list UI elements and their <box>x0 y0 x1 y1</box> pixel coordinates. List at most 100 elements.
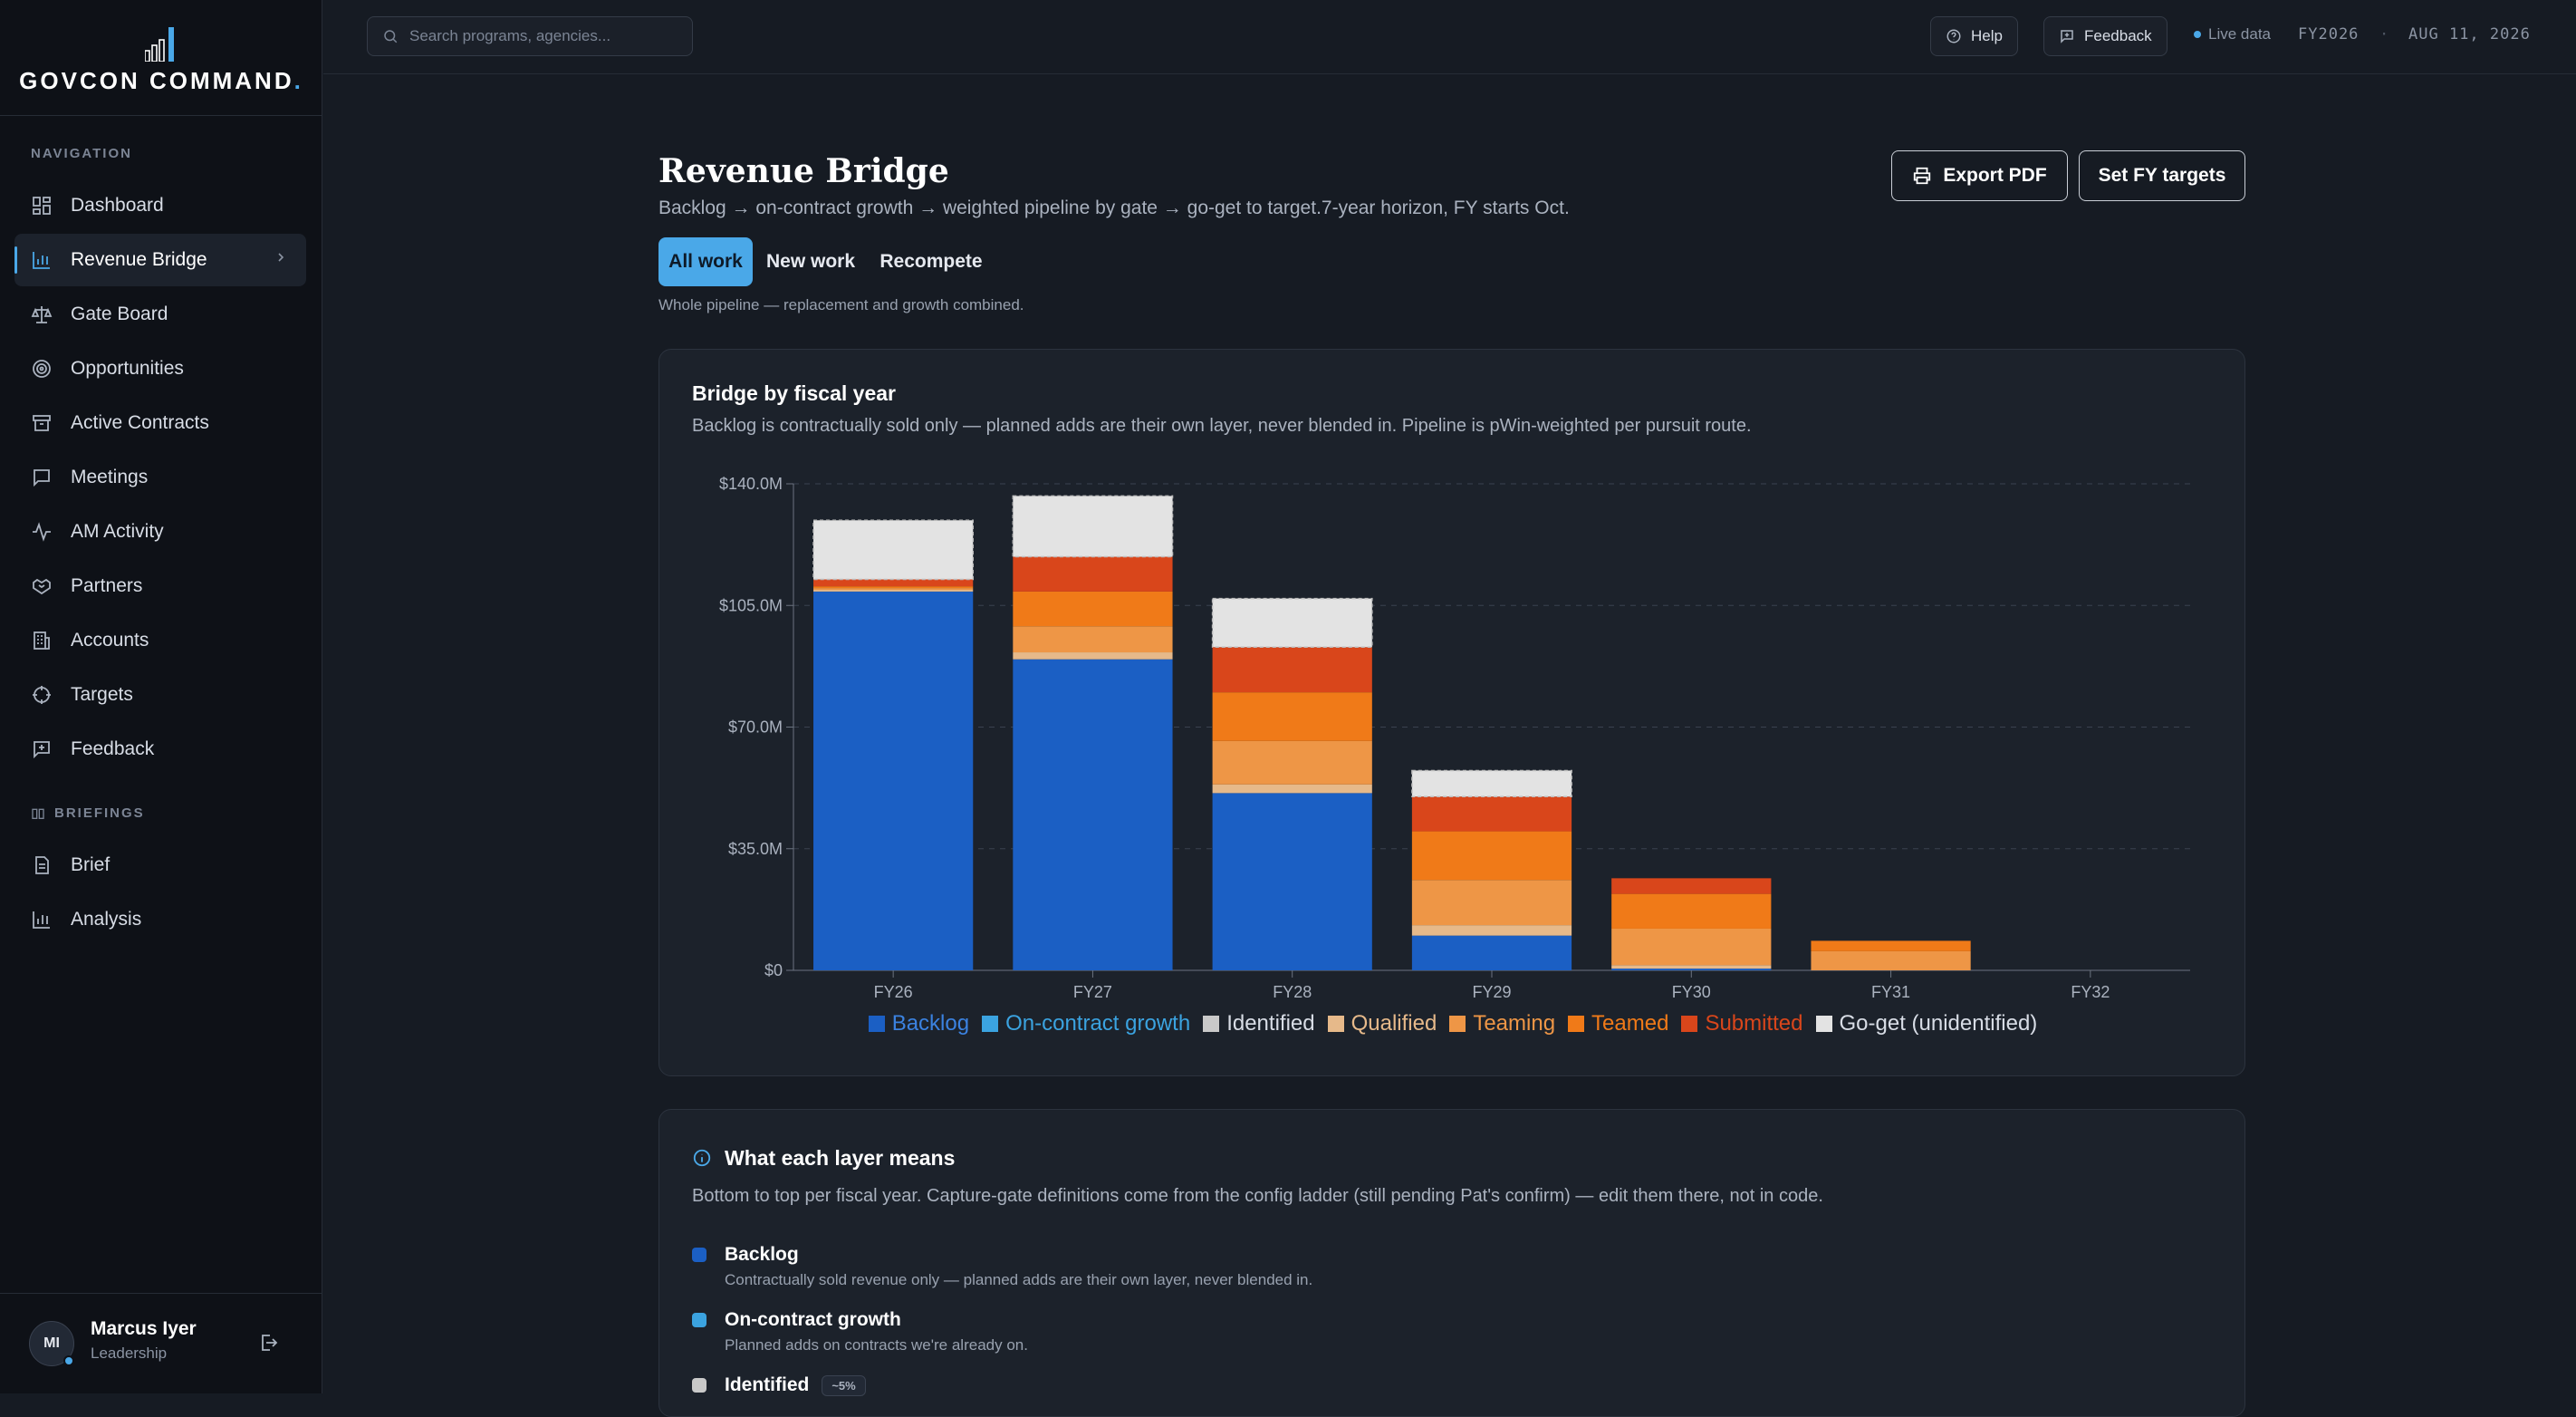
help-label: Help <box>1971 27 2003 44</box>
legend-item[interactable]: Identified <box>1203 1011 1315 1036</box>
bar-segment <box>1611 928 1772 966</box>
sidebar-item-active-contracts[interactable]: Active Contracts <box>14 397 306 449</box>
sidebar-item-targets[interactable]: Targets <box>14 669 306 721</box>
set-fy-targets-label: Set FY targets <box>2098 165 2226 186</box>
bar-segment <box>1212 647 1372 693</box>
fiscal-year: FY2026 <box>2298 25 2360 43</box>
x-tick-label: FY31 <box>1871 983 1910 1001</box>
layer-name: Identified <box>725 1374 810 1395</box>
sidebar-item-label: Targets <box>71 684 133 705</box>
legend-swatch <box>1327 1016 1344 1032</box>
help-button[interactable]: Help <box>1930 16 2018 56</box>
sidebar-item-partners[interactable]: Partners <box>14 560 306 612</box>
bar-segment <box>1811 950 1971 970</box>
export-pdf-button[interactable]: Export PDF <box>1891 150 2068 201</box>
layer-pwin-badge: ~5% <box>822 1374 866 1396</box>
sidebar-item-analysis[interactable]: Analysis <box>14 893 306 946</box>
bar-segment <box>813 579 974 587</box>
y-tick-label: $0 <box>764 961 783 979</box>
x-tick-label: FY32 <box>2071 983 2110 1001</box>
sidebar-item-am-activity[interactable]: AM Activity <box>14 506 306 558</box>
bar-segment <box>1411 880 1572 926</box>
bar-segment <box>813 591 974 970</box>
activity-icon <box>33 522 51 542</box>
legend-item[interactable]: On-contract growth <box>982 1011 1190 1036</box>
legend-item[interactable]: Submitted <box>1681 1011 1803 1036</box>
bar-segment <box>1013 626 1173 653</box>
y-tick-label: $105.0M <box>719 596 783 614</box>
legend-item[interactable]: Teaming <box>1449 1011 1555 1036</box>
building-icon <box>34 631 50 650</box>
revenue-bridge-chart: $0 $35.0M $70.0M $105.0M $140.0M FY26 FY27 FY28… <box>719 475 2190 1001</box>
sidebar-item-dashboard[interactable]: Dashboard <box>14 179 306 232</box>
live-label: Live data <box>2208 25 2271 43</box>
tab-recompete[interactable]: Recompete <box>879 251 983 272</box>
legend-label: On-contract growth <box>1005 1011 1191 1036</box>
legend-item[interactable]: Qualified <box>1327 1011 1437 1036</box>
layer-name: Backlog <box>725 1244 799 1265</box>
search-icon <box>384 30 398 43</box>
bar-segment <box>1212 740 1372 785</box>
y-tick-label: $140.0M <box>719 475 783 493</box>
bar-segment <box>1013 591 1173 627</box>
tab-all-work[interactable]: All work <box>658 237 753 286</box>
legend-label: Submitted <box>1705 1011 1803 1036</box>
app-name: GOVCON COMMAND. <box>0 67 322 95</box>
app-name-text: GOVCON COMMAND <box>19 67 294 94</box>
x-tick-label: FY26 <box>874 983 913 1001</box>
sidebar-item-feedback[interactable]: Feedback <box>14 723 306 776</box>
bar-segment <box>1611 878 1772 894</box>
export-pdf-label: Export PDF <box>1943 165 2047 186</box>
set-fy-targets-button[interactable]: Set FY targets <box>2079 150 2245 201</box>
tab-new-work[interactable]: New work <box>765 251 856 272</box>
sidebar-item-opportunities[interactable]: Opportunities <box>14 342 306 395</box>
target-icon <box>33 360 51 378</box>
logout-icon[interactable] <box>257 1332 279 1354</box>
sidebar-item-revenue-bridge[interactable]: Revenue Bridge <box>14 234 306 286</box>
layer-swatch <box>692 1248 706 1262</box>
bar-segment <box>1013 652 1173 660</box>
logo-bars-icon <box>145 27 174 62</box>
scale-icon <box>31 306 53 323</box>
search-input[interactable]: Search programs, agencies... <box>367 16 693 56</box>
bar-segment <box>1212 784 1372 794</box>
chart-card-subtitle: Backlog is contractually sold only — pla… <box>692 416 1752 436</box>
layers-card: What each layer means Bottom to top per … <box>658 1109 2245 1417</box>
user-role: Leadership <box>91 1345 168 1362</box>
bar-segment <box>812 519 975 581</box>
briefings-heading-text: BRIEFINGS <box>54 805 145 821</box>
bar-segment <box>1411 769 1572 797</box>
sidebar-item-brief[interactable]: Brief <box>14 839 306 892</box>
legend-label: Qualified <box>1350 1011 1437 1036</box>
handshake-icon <box>33 578 51 595</box>
feedback-icon <box>2061 30 2073 43</box>
layer-swatch <box>692 1378 706 1393</box>
legend-label: Identified <box>1226 1011 1315 1036</box>
legend-item[interactable]: Go-get (unidentified) <box>1815 1011 2038 1036</box>
legend-item[interactable]: Teamed <box>1568 1011 1668 1036</box>
legend-item[interactable]: Backlog <box>868 1011 970 1036</box>
legend-label: Go-get (unidentified) <box>1839 1011 2038 1036</box>
layer-desc: Planned adds on contracts we're already … <box>725 1336 1028 1354</box>
chart-legend: Backlog On-contract growth Identified Quali… <box>659 1011 2246 1036</box>
layer-name-row: Identified ~5% <box>725 1374 866 1396</box>
printer-icon <box>1914 167 1931 185</box>
sidebar-item-meetings[interactable]: Meetings <box>14 451 306 504</box>
app-logo[interactable]: GOVCON COMMAND. <box>0 0 322 116</box>
sidebar-item-gate-board[interactable]: Gate Board <box>14 288 306 341</box>
bar-segment <box>1211 597 1373 649</box>
legend-label: Teamed <box>1591 1011 1669 1036</box>
bar-segment <box>1611 965 1772 969</box>
bar-chart-icon <box>33 911 50 929</box>
info-icon <box>693 1149 711 1167</box>
sidebar-item-accounts[interactable]: Accounts <box>14 614 306 667</box>
x-tick-label: FY28 <box>1273 983 1312 1001</box>
search-placeholder: Search programs, agencies... <box>409 27 611 44</box>
sidebar-item-label: Revenue Bridge <box>71 249 207 270</box>
sidebar-item-label: Meetings <box>71 467 149 487</box>
feedback-icon <box>34 741 50 759</box>
layers-card-title: What each layer means <box>725 1146 956 1170</box>
bar-segment <box>1811 940 1971 951</box>
legend-label: Backlog <box>891 1011 970 1036</box>
feedback-button[interactable]: Feedback <box>2043 16 2167 56</box>
